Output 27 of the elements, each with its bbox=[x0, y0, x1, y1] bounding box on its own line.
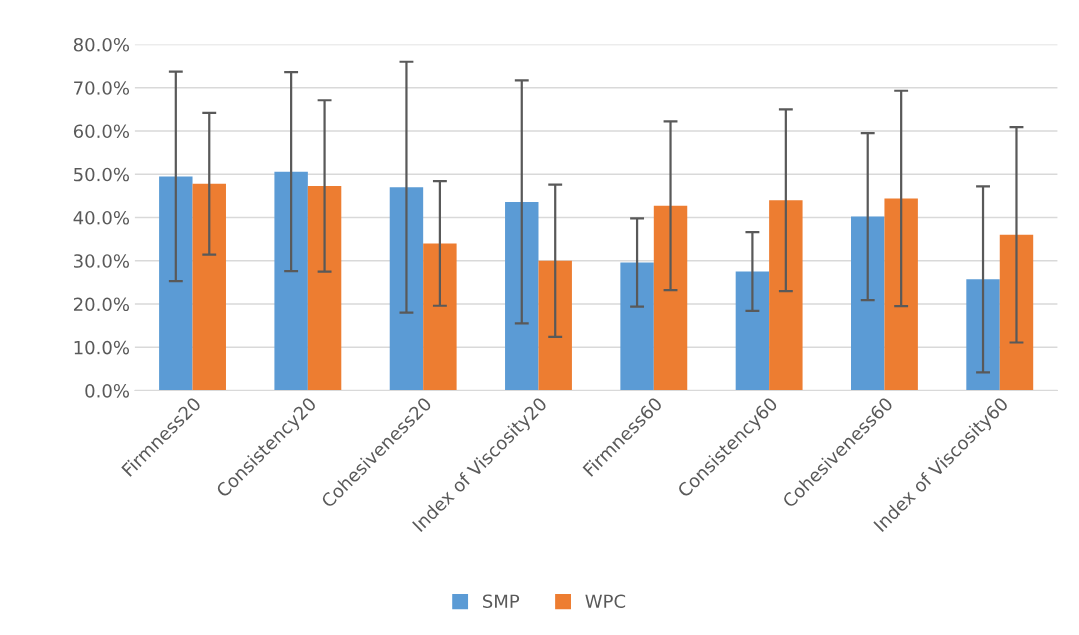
bar bbox=[735, 271, 770, 391]
bar bbox=[966, 279, 1000, 391]
y-tick-label: 60.0% bbox=[73, 124, 130, 139]
y-tick-label: 50.0% bbox=[74, 167, 130, 182]
bar bbox=[999, 234, 1034, 391]
y-tick-label: 30.0% bbox=[74, 254, 130, 268]
bar bbox=[620, 262, 654, 391]
legend-label: SMP bbox=[483, 594, 520, 609]
bar bbox=[423, 243, 457, 391]
bar bbox=[389, 187, 424, 391]
bar bbox=[884, 198, 918, 391]
bar bbox=[538, 260, 572, 391]
bar bbox=[851, 216, 885, 391]
bar bbox=[505, 201, 539, 391]
legend-label: WPC bbox=[585, 594, 626, 609]
y-tick-label: 20.0% bbox=[73, 297, 130, 312]
bar bbox=[653, 205, 688, 391]
y-tick-label: 0.0% bbox=[85, 383, 130, 398]
y-tick-label: 80.0% bbox=[73, 37, 130, 52]
y-tick-label: 10.0% bbox=[74, 340, 130, 355]
bar bbox=[307, 185, 342, 391]
bar bbox=[274, 171, 308, 391]
bar bbox=[769, 200, 803, 391]
y-tick-label: 70.0% bbox=[74, 81, 130, 95]
y-tick-label: 40.0% bbox=[73, 210, 130, 225]
bar bbox=[159, 176, 193, 391]
bar bbox=[192, 183, 226, 391]
